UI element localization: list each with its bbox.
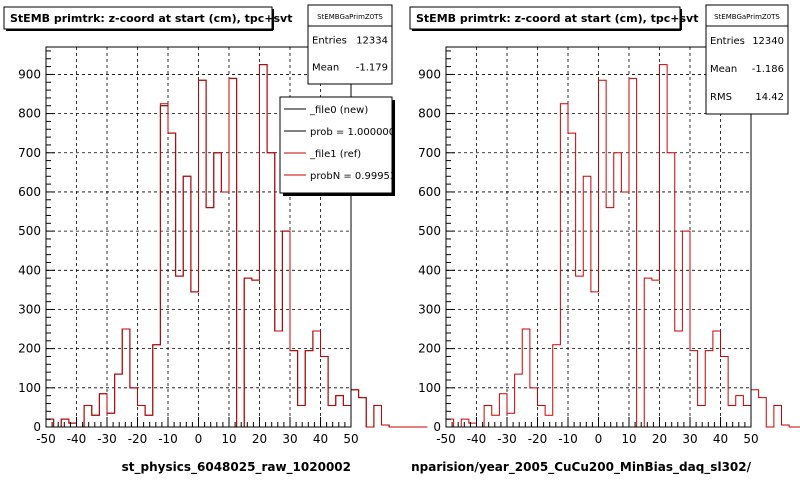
x-tick-label: 20 [252,432,267,446]
y-tick-label: 300 [418,302,441,316]
x-tick-label: 40 [713,432,728,446]
stats-label: Mean [710,64,737,75]
left-histogram-panel: -50 -40 -30 -20 -10 0 10 20 30 40 5001002003004005… [3,4,428,475]
y-tick-label: 0 [33,420,41,434]
x-tick-label: 0 [195,432,203,446]
x-tick-label: -30 [497,432,517,446]
x-tick-label: -20 [528,432,548,446]
y-tick-label: 800 [18,107,41,121]
y-tick-label: 100 [418,381,441,395]
y-tick-label: 400 [18,263,41,277]
stats-value: -1.179 [356,63,388,74]
legend: _file0 (new) prob = 1.000000 _file1 (ref) p… [279,96,403,196]
legend-label: probN = 0.999531 [310,171,403,182]
y-tick-label: 500 [418,224,441,238]
x-tick-label: -30 [97,432,117,446]
y-tick-label: 700 [18,146,41,160]
y-tick-label: 900 [418,67,441,81]
y-tick-label: 400 [418,263,441,277]
stats-name: StEMBGaPrimZ0TS [714,13,780,21]
chart-title: StEMB primtrk: z-coord at start (cm), tp… [10,12,293,25]
chart-title: StEMB primtrk: z-coord at start (cm), tp… [416,12,699,25]
legend-label: _file1 (ref) [309,149,361,160]
y-tick-label: 600 [18,185,41,199]
legend-entries: _file0 (new) prob = 1.000000 _file1 (ref) p… [284,105,403,182]
stats-value: 12340 [752,36,784,47]
x-axis-label: nparision/year_2005_CuCu200_MinBias_daq_… [411,460,751,475]
legend-label: _file0 (new) [309,105,368,116]
x-tick-label: -20 [128,432,148,446]
stats-value: -1.186 [752,64,784,75]
legend-label: prob = 1.000000 [310,127,395,138]
y-tick-label: 500 [18,224,41,238]
y-tick-label: 700 [418,146,441,160]
y-tick-label: 200 [18,342,41,356]
x-tick-label: 20 [652,432,667,446]
stats-value: 12334 [356,36,388,47]
x-tick-label: 30 [682,432,697,446]
x-tick-label: -10 [158,432,178,446]
x-tick-label: 10 [221,432,236,446]
x-axis-label: st_physics_6048025_raw_1020002 [122,460,351,475]
x-tick-label: 0 [595,432,603,446]
y-tick-label: 300 [18,302,41,316]
x-tick-label: 40 [313,432,328,446]
y-tick-label: 800 [418,107,441,121]
stats-box [307,4,393,85]
y-tick-label: 600 [418,185,441,199]
y-tick-label: 100 [18,381,41,395]
stats-label: Entries [312,36,347,47]
x-tick-label: -10 [558,432,578,446]
legend-box [279,96,393,194]
stats-value: 14.42 [755,92,784,103]
stats-label: RMS [710,92,732,103]
stats-name: StEMBGaPrimZ0TS [317,13,383,21]
y-tick-label: 200 [418,342,441,356]
stats-label: Mean [312,63,339,74]
x-tick-label: 50 [343,432,358,446]
y-tick-label: 0 [433,420,441,434]
x-tick-label: -50 [36,432,56,446]
stats-box [705,4,789,115]
x-tick-label: -40 [467,432,487,446]
x-tick-label: 30 [282,432,297,446]
y-tick-label: 900 [18,67,41,81]
right-histogram-panel: -50 -40 -30 -20 -10 0 10 20 30 40 5001002003004005… [409,4,800,475]
x-tick-label: -40 [67,432,87,446]
stats-label: Entries [710,36,745,47]
x-tick-label: 50 [743,432,758,446]
x-tick-label: 10 [621,432,636,446]
x-tick-label: -50 [436,432,456,446]
